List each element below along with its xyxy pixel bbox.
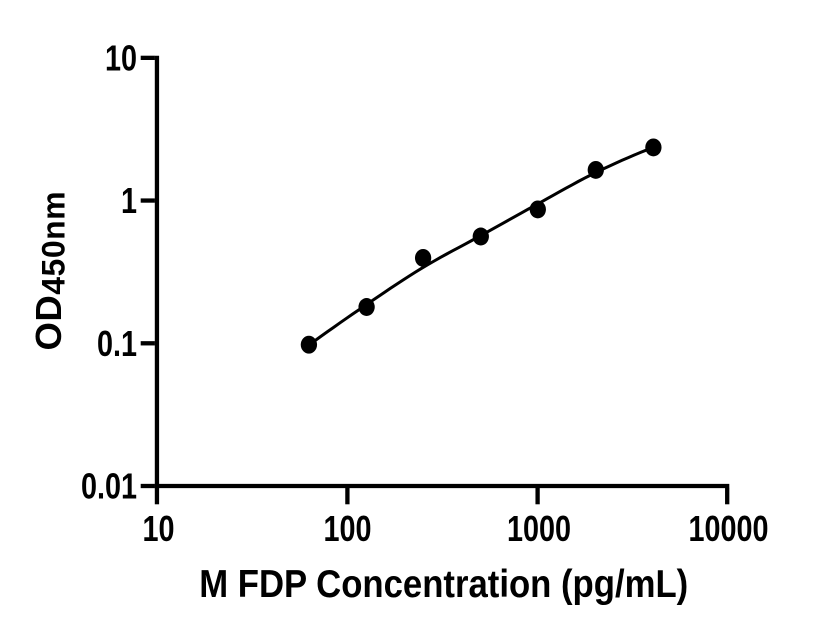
svg-text:1: 1 [121, 180, 137, 221]
svg-text:10: 10 [142, 508, 174, 549]
svg-text:100: 100 [323, 508, 371, 549]
svg-text:OD450nm: OD450nm [28, 191, 72, 351]
svg-text:10: 10 [105, 37, 137, 78]
svg-text:0.01: 0.01 [81, 465, 137, 506]
svg-text:1000: 1000 [507, 508, 571, 549]
svg-text:M FDP Concentration (pg/mL): M FDP Concentration (pg/mL) [199, 562, 688, 605]
svg-text:10000: 10000 [688, 508, 768, 549]
svg-text:0.1: 0.1 [97, 323, 137, 364]
